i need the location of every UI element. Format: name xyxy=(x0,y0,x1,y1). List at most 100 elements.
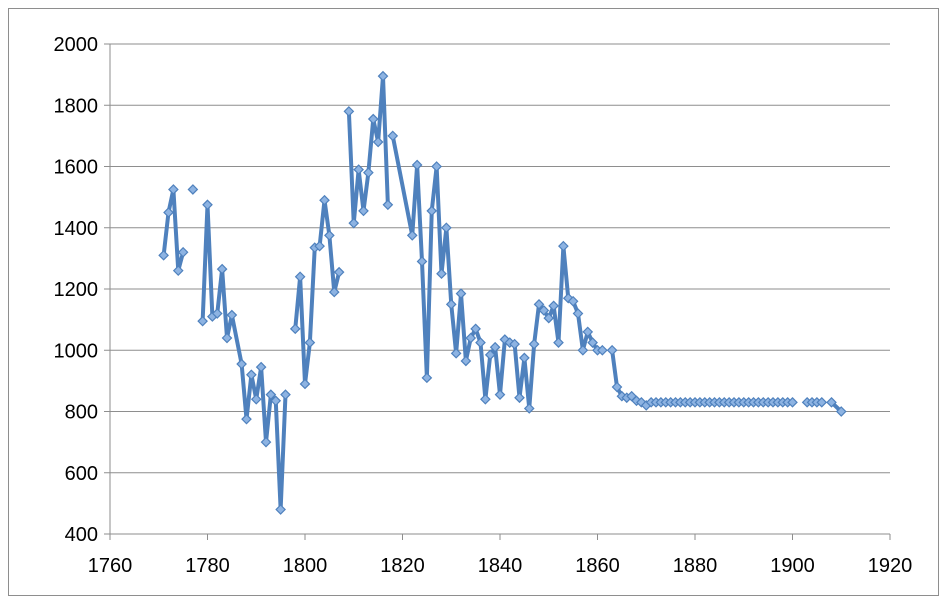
data-point-1849 xyxy=(538,305,550,316)
data-point-1799 xyxy=(294,271,306,283)
data-point-1816 xyxy=(377,70,389,82)
x-tick-label-1820: 1820 xyxy=(380,555,425,577)
data-point-1777 xyxy=(187,184,199,195)
data-point-1848 xyxy=(533,298,545,310)
data-point-1796 xyxy=(280,389,291,401)
data-point-1805 xyxy=(324,230,335,241)
data-point-1785 xyxy=(226,309,238,321)
data-point-1813 xyxy=(363,167,374,178)
data-point-1798 xyxy=(289,323,301,335)
x-tick-label-1900: 1900 xyxy=(770,555,815,577)
data-point-1791 xyxy=(255,361,267,373)
x-tick-label-1880: 1880 xyxy=(673,555,718,577)
data-point-1815 xyxy=(372,136,384,148)
x-axis-tick-labels: 1760 1780 1800 1820 1840 1860 1880 1900 1920 xyxy=(88,555,913,577)
axes xyxy=(104,43,891,540)
data-point-1858 xyxy=(582,326,594,338)
data-point-1908 xyxy=(826,396,837,408)
data-point-1783 xyxy=(216,263,228,275)
chart-frame xyxy=(8,8,939,596)
series-line-segment-2 xyxy=(200,202,288,512)
data-point-1850 xyxy=(543,312,555,324)
data-point-1809 xyxy=(343,106,355,117)
series-line-segment-0 xyxy=(161,187,186,273)
data-point-1801 xyxy=(304,337,316,348)
x-tick-label-1800: 1800 xyxy=(283,555,328,577)
data-point-1806 xyxy=(328,286,340,298)
data-point-1789 xyxy=(246,369,257,381)
y-tick-label-400: 400 xyxy=(65,524,98,546)
data-point-1772 xyxy=(163,207,174,218)
data-markers xyxy=(158,70,847,515)
data-point-1790 xyxy=(250,393,262,405)
data-point-1800 xyxy=(299,378,311,390)
data-point-1845 xyxy=(519,352,530,364)
data-point-1837 xyxy=(480,393,491,405)
data-point-1835 xyxy=(470,323,481,335)
data-point-1771 xyxy=(158,249,169,261)
data-point-1782 xyxy=(211,308,223,319)
data-point-1847 xyxy=(528,338,540,350)
data-point-1828 xyxy=(436,268,447,280)
data-point-1812 xyxy=(358,205,369,217)
data-point-1859 xyxy=(587,337,598,348)
data-point-1807 xyxy=(333,266,345,278)
data-point-1864 xyxy=(611,381,623,393)
data-point-1838 xyxy=(484,349,496,361)
x-tick-label-1840: 1840 xyxy=(478,555,523,577)
data-point-1792 xyxy=(260,436,272,448)
x-tick-label-1760: 1760 xyxy=(88,555,133,577)
data-point-1833 xyxy=(460,355,472,367)
y-tick-label-800: 800 xyxy=(65,402,98,424)
data-point-1818 xyxy=(387,130,399,142)
data-point-1810 xyxy=(348,217,360,229)
data-point-1853 xyxy=(558,240,569,252)
data-point-1844 xyxy=(514,392,525,404)
y-tick-label-1000: 1000 xyxy=(54,340,99,362)
y-tick-label-1400: 1400 xyxy=(54,218,99,240)
data-point-1788 xyxy=(241,413,252,425)
data-point-1857 xyxy=(577,344,589,356)
data-point-1787 xyxy=(236,358,247,370)
data-point-1811 xyxy=(353,164,364,175)
data-point-1825 xyxy=(421,372,433,384)
data-point-1793 xyxy=(265,389,277,401)
gridlines xyxy=(110,43,890,474)
y-tick-label-600: 600 xyxy=(65,463,98,485)
data-point-1804 xyxy=(319,194,330,206)
data-point-1795 xyxy=(275,504,286,515)
data-point-1856 xyxy=(572,308,584,319)
x-tick-label-1920: 1920 xyxy=(868,555,913,577)
data-point-1827 xyxy=(431,161,442,172)
data-point-1826 xyxy=(426,205,438,217)
data-point-1773 xyxy=(168,184,179,195)
data-point-1900 xyxy=(787,396,798,408)
data-point-1906 xyxy=(816,396,828,408)
series-line-segment-6 xyxy=(610,348,795,408)
data-point-1851 xyxy=(548,300,559,312)
y-tick-label-1600: 1600 xyxy=(54,157,99,179)
x-tick-label-1780: 1780 xyxy=(185,555,230,577)
data-point-1830 xyxy=(445,298,457,310)
data-point-1840 xyxy=(494,389,506,401)
data-point-1831 xyxy=(450,347,462,359)
data-point-1784 xyxy=(221,332,233,344)
series-line-segment-4 xyxy=(346,74,390,226)
y-axis-tick-labels: 400 600 800 1000 1200 1400 1600 1800 2000 xyxy=(54,34,99,546)
data-point-1861 xyxy=(597,344,608,356)
data-point-1822 xyxy=(406,230,418,241)
data-point-1774 xyxy=(172,265,184,276)
data-point-1863 xyxy=(606,344,618,356)
data-point-1855 xyxy=(567,295,579,307)
y-tick-label-1800: 1800 xyxy=(54,95,99,117)
data-point-1852 xyxy=(553,337,564,348)
x-tick-label-1860: 1860 xyxy=(575,555,620,577)
data-point-1910 xyxy=(835,406,847,417)
data-point-1843 xyxy=(509,338,520,350)
data-point-1824 xyxy=(416,256,428,267)
data-point-1829 xyxy=(441,222,452,234)
data-point-1803 xyxy=(314,240,325,252)
y-tick-label-1200: 1200 xyxy=(54,279,99,301)
data-point-1823 xyxy=(411,159,423,171)
